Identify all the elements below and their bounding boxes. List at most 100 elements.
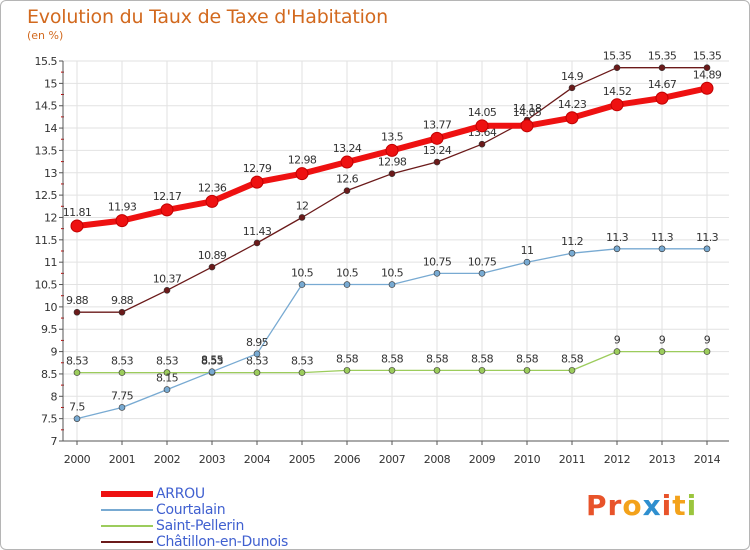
x-tick-label: 2007 bbox=[379, 453, 406, 466]
data-label-arrou: 13.24 bbox=[333, 142, 362, 155]
data-label-saint-pellerin: 8.58 bbox=[561, 352, 584, 365]
data-point-ch-tillon-en-dunois bbox=[703, 64, 711, 72]
data-point-arrou bbox=[655, 91, 669, 105]
data-point-ch-tillon-en-dunois bbox=[298, 214, 306, 221]
x-tick-label: 2005 bbox=[289, 453, 316, 466]
x-tick-label: 2011 bbox=[559, 453, 585, 466]
data-label-courtalain: 11.3 bbox=[606, 231, 629, 244]
y-tick-label: 9.5 bbox=[41, 323, 57, 336]
data-point-arrou bbox=[115, 214, 129, 228]
data-point-courtalain bbox=[253, 350, 261, 358]
data-label-ch-tillon-en-dunois: 12.6 bbox=[336, 173, 359, 186]
logo-letter: i bbox=[661, 489, 673, 522]
data-point-courtalain bbox=[73, 415, 81, 422]
data-label-courtalain: 10.75 bbox=[468, 255, 497, 268]
legend-swatch bbox=[101, 491, 153, 497]
data-point-saint-pellerin bbox=[703, 348, 711, 355]
data-label-ch-tillon-en-dunois: 15.35 bbox=[648, 50, 677, 63]
data-label-saint-pellerin: 8.58 bbox=[426, 352, 449, 365]
data-label-courtalain: 10.5 bbox=[381, 267, 404, 280]
data-label-courtalain: 8.55 bbox=[201, 354, 224, 367]
data-point-arrou bbox=[70, 219, 84, 233]
data-label-courtalain: 10.5 bbox=[336, 267, 359, 280]
legend-item: Châtillon-en-Dunois bbox=[101, 534, 361, 549]
data-label-arrou: 14.05 bbox=[513, 106, 542, 119]
data-label-courtalain: 10.5 bbox=[291, 267, 314, 280]
legend-swatch bbox=[101, 525, 153, 527]
logo-letter: x bbox=[642, 489, 662, 522]
proxiti-logo: Proxiti bbox=[586, 489, 697, 522]
data-label-arrou: 12.36 bbox=[198, 181, 227, 194]
x-tick-label: 2013 bbox=[649, 453, 676, 466]
data-label-ch-tillon-en-dunois: 12 bbox=[296, 199, 309, 212]
data-label-arrou: 12.79 bbox=[243, 162, 272, 175]
y-tick-label: 12.5 bbox=[35, 189, 58, 202]
legend-swatch bbox=[101, 509, 153, 511]
y-tick-label: 7.5 bbox=[41, 413, 57, 426]
y-tick-label: 14.5 bbox=[35, 100, 58, 113]
data-label-arrou: 11.93 bbox=[108, 201, 137, 214]
data-point-courtalain bbox=[208, 368, 216, 376]
y-tick-label: 9 bbox=[51, 346, 58, 359]
x-tick-label: 2009 bbox=[469, 453, 496, 466]
data-point-courtalain bbox=[343, 281, 351, 288]
data-point-arrou bbox=[430, 131, 444, 145]
data-label-ch-tillon-en-dunois: 10.89 bbox=[198, 249, 227, 262]
y-tick-label: 15 bbox=[44, 77, 57, 90]
x-tick-label: 2012 bbox=[604, 453, 630, 466]
data-point-saint-pellerin bbox=[253, 369, 261, 376]
y-tick-label: 13.5 bbox=[35, 144, 58, 157]
logo-letter: P bbox=[586, 489, 608, 522]
data-point-saint-pellerin bbox=[343, 367, 351, 374]
data-label-saint-pellerin: 8.58 bbox=[336, 352, 359, 365]
data-label-saint-pellerin: 9 bbox=[614, 334, 621, 347]
legend-label: Courtalain bbox=[156, 502, 226, 518]
data-label-saint-pellerin: 8.58 bbox=[381, 352, 404, 365]
legend-item: Courtalain bbox=[101, 502, 361, 519]
data-point-courtalain bbox=[658, 245, 666, 253]
data-point-courtalain bbox=[568, 249, 576, 257]
data-point-courtalain bbox=[523, 258, 531, 266]
data-point-courtalain bbox=[478, 270, 486, 277]
y-tick-label: 11.5 bbox=[35, 234, 58, 247]
data-point-courtalain bbox=[613, 245, 621, 253]
data-label-courtalain: 11.2 bbox=[561, 235, 583, 248]
data-label-arrou: 13.77 bbox=[423, 118, 452, 131]
x-tick-label: 2001 bbox=[109, 453, 135, 466]
data-label-arrou: 14.52 bbox=[603, 85, 632, 98]
legend-item: ARROU bbox=[101, 486, 361, 503]
legend: ARROU Courtalain Saint-Pellerin Châtillon-e… bbox=[101, 486, 361, 549]
logo-letter: o bbox=[622, 489, 643, 522]
y-tick-label: 14 bbox=[44, 122, 57, 135]
data-label-arrou: 14.67 bbox=[648, 78, 677, 91]
data-point-saint-pellerin bbox=[298, 369, 306, 376]
data-point-arrou bbox=[205, 194, 219, 208]
x-tick-label: 2000 bbox=[64, 453, 91, 466]
data-label-courtalain: 11 bbox=[521, 244, 534, 257]
y-tick-label: 10 bbox=[44, 301, 57, 314]
data-point-ch-tillon-en-dunois bbox=[73, 308, 81, 316]
x-tick-label: 2008 bbox=[424, 453, 451, 466]
data-point-saint-pellerin bbox=[388, 367, 396, 374]
data-label-saint-pellerin: 8.53 bbox=[156, 355, 179, 368]
y-tick-label: 7 bbox=[51, 435, 58, 448]
y-tick-label: 12 bbox=[44, 211, 57, 224]
data-point-arrou bbox=[475, 119, 489, 133]
data-point-ch-tillon-en-dunois bbox=[163, 287, 171, 294]
y-tick-label: 8 bbox=[51, 390, 58, 403]
data-point-arrou bbox=[385, 143, 399, 157]
y-tick-label: 8.5 bbox=[41, 368, 57, 381]
data-point-ch-tillon-en-dunois bbox=[208, 263, 216, 271]
data-point-arrou bbox=[295, 167, 309, 181]
data-point-arrou bbox=[565, 111, 579, 125]
data-label-arrou: 11.81 bbox=[63, 206, 92, 219]
data-label-ch-tillon-en-dunois: 15.35 bbox=[603, 50, 632, 63]
data-point-arrou bbox=[520, 119, 534, 133]
data-label-saint-pellerin: 8.53 bbox=[111, 355, 134, 368]
y-tick-label: 13 bbox=[44, 167, 57, 180]
logo-letter: r bbox=[607, 489, 623, 522]
data-label-saint-pellerin: 9 bbox=[659, 334, 666, 347]
data-point-arrou bbox=[250, 175, 264, 189]
